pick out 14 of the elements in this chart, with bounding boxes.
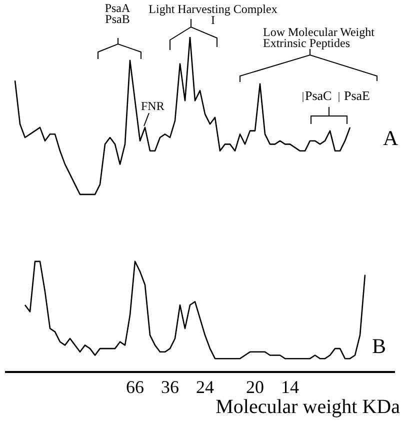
text: PsaA PsaB xyxy=(104,1,132,26)
annotation: PsaE xyxy=(344,88,371,103)
annotation: FNR xyxy=(141,99,166,113)
x-tick-label: 14 xyxy=(281,376,299,397)
x-tick-label: 20 xyxy=(246,376,264,397)
x-tick-label: 66 xyxy=(126,376,144,397)
x-tick-label: 24 xyxy=(196,376,214,397)
text: Light Harvesting Complex I xyxy=(148,2,278,27)
series-label: A xyxy=(383,126,398,151)
x-axis-title: Molecular weight KDa xyxy=(216,396,400,419)
series-label: B xyxy=(372,334,386,359)
annotation: Low Molecular Weight Extrinsic Peptides xyxy=(263,25,376,50)
annotation: PsaC xyxy=(305,88,333,103)
x-tick-label: 36 xyxy=(161,376,179,397)
